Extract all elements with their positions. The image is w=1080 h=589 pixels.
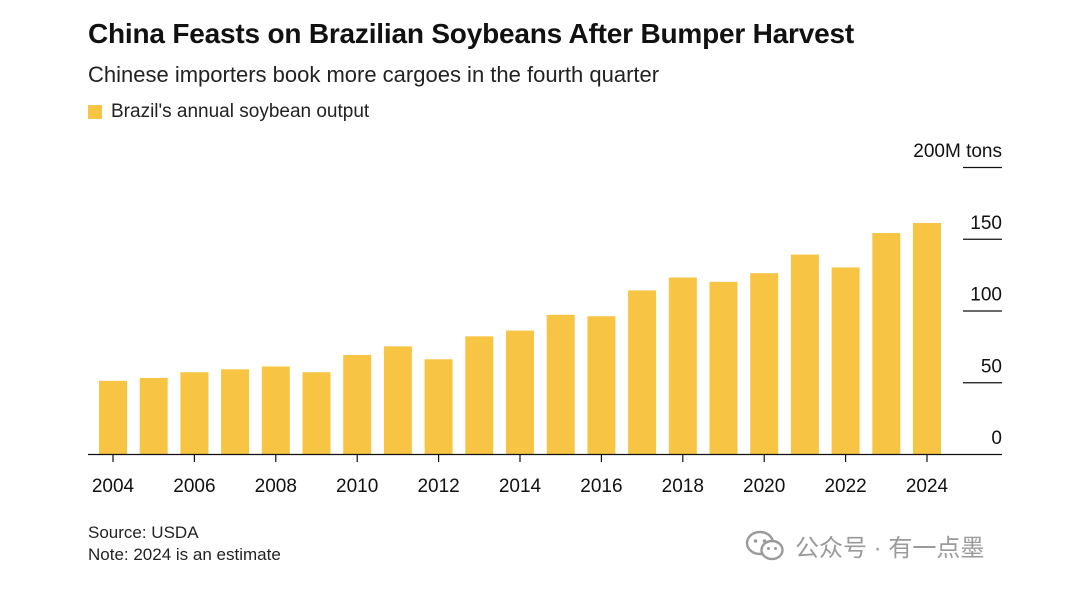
wechat-icon <box>745 530 784 560</box>
bar-2009 <box>302 372 331 454</box>
y-tick-label-50: 50 <box>981 356 1002 377</box>
y-tick-label-100: 100 <box>970 285 1002 306</box>
footer: Source: USDA Note: 2024 is an estimate <box>88 522 281 566</box>
bar-2004 <box>99 380 127 454</box>
x-tick-label-2018: 2018 <box>662 476 704 497</box>
bar-2018 <box>668 277 697 454</box>
x-tick-label-2016: 2016 <box>580 476 622 497</box>
chart-title: China Feasts on Brazilian Soybeans After… <box>88 18 854 49</box>
x-tick-label-2006: 2006 <box>173 476 215 497</box>
y-tick-label-150: 150 <box>970 213 1002 234</box>
bar-2020 <box>750 273 779 454</box>
legend-swatch <box>88 105 102 119</box>
x-tick-label-2008: 2008 <box>255 476 297 497</box>
x-tick-label-2020: 2020 <box>743 476 785 497</box>
bar-2015 <box>546 314 575 454</box>
bar-2007 <box>221 369 250 454</box>
x-tick-label-2022: 2022 <box>824 476 866 497</box>
bar-2021 <box>790 254 819 454</box>
x-tick-label-2024: 2024 <box>906 476 949 497</box>
legend-label: Brazil's annual soybean output <box>111 101 370 122</box>
bar-2006 <box>180 372 209 454</box>
estimate-note: Note: 2024 is an estimate <box>88 545 281 564</box>
bar-2013 <box>465 336 494 454</box>
bar-2024 <box>913 222 941 454</box>
bar-2014 <box>506 330 534 454</box>
bar-2017 <box>628 290 657 454</box>
bar-2008 <box>261 366 290 454</box>
x-tick-label-2004: 2004 <box>92 476 135 497</box>
bar-2016 <box>587 316 616 454</box>
y-tick-label-0: 0 <box>991 428 1002 449</box>
bar-2010 <box>343 354 372 454</box>
legend: Brazil's annual soybean output <box>88 101 369 123</box>
bar-2022 <box>831 267 860 454</box>
bar-2011 <box>383 346 412 454</box>
watermark-text: 公众号 · 有一点墨 <box>795 535 985 562</box>
x-tick-label-2014: 2014 <box>499 476 542 497</box>
watermark: 公众号 · 有一点墨 <box>745 528 984 563</box>
x-tick-label-2012: 2012 <box>417 476 459 497</box>
bar-2023 <box>872 233 901 454</box>
source-note: Source: USDA <box>88 523 199 542</box>
y-tick-label-200: 200M tons <box>913 141 1002 162</box>
bar-2012 <box>424 359 453 454</box>
bar-2019 <box>709 281 738 454</box>
bar-2005 <box>139 377 168 454</box>
chart-subtitle: Chinese importers book more cargoes in t… <box>88 62 660 87</box>
x-tick-label-2010: 2010 <box>336 476 378 497</box>
